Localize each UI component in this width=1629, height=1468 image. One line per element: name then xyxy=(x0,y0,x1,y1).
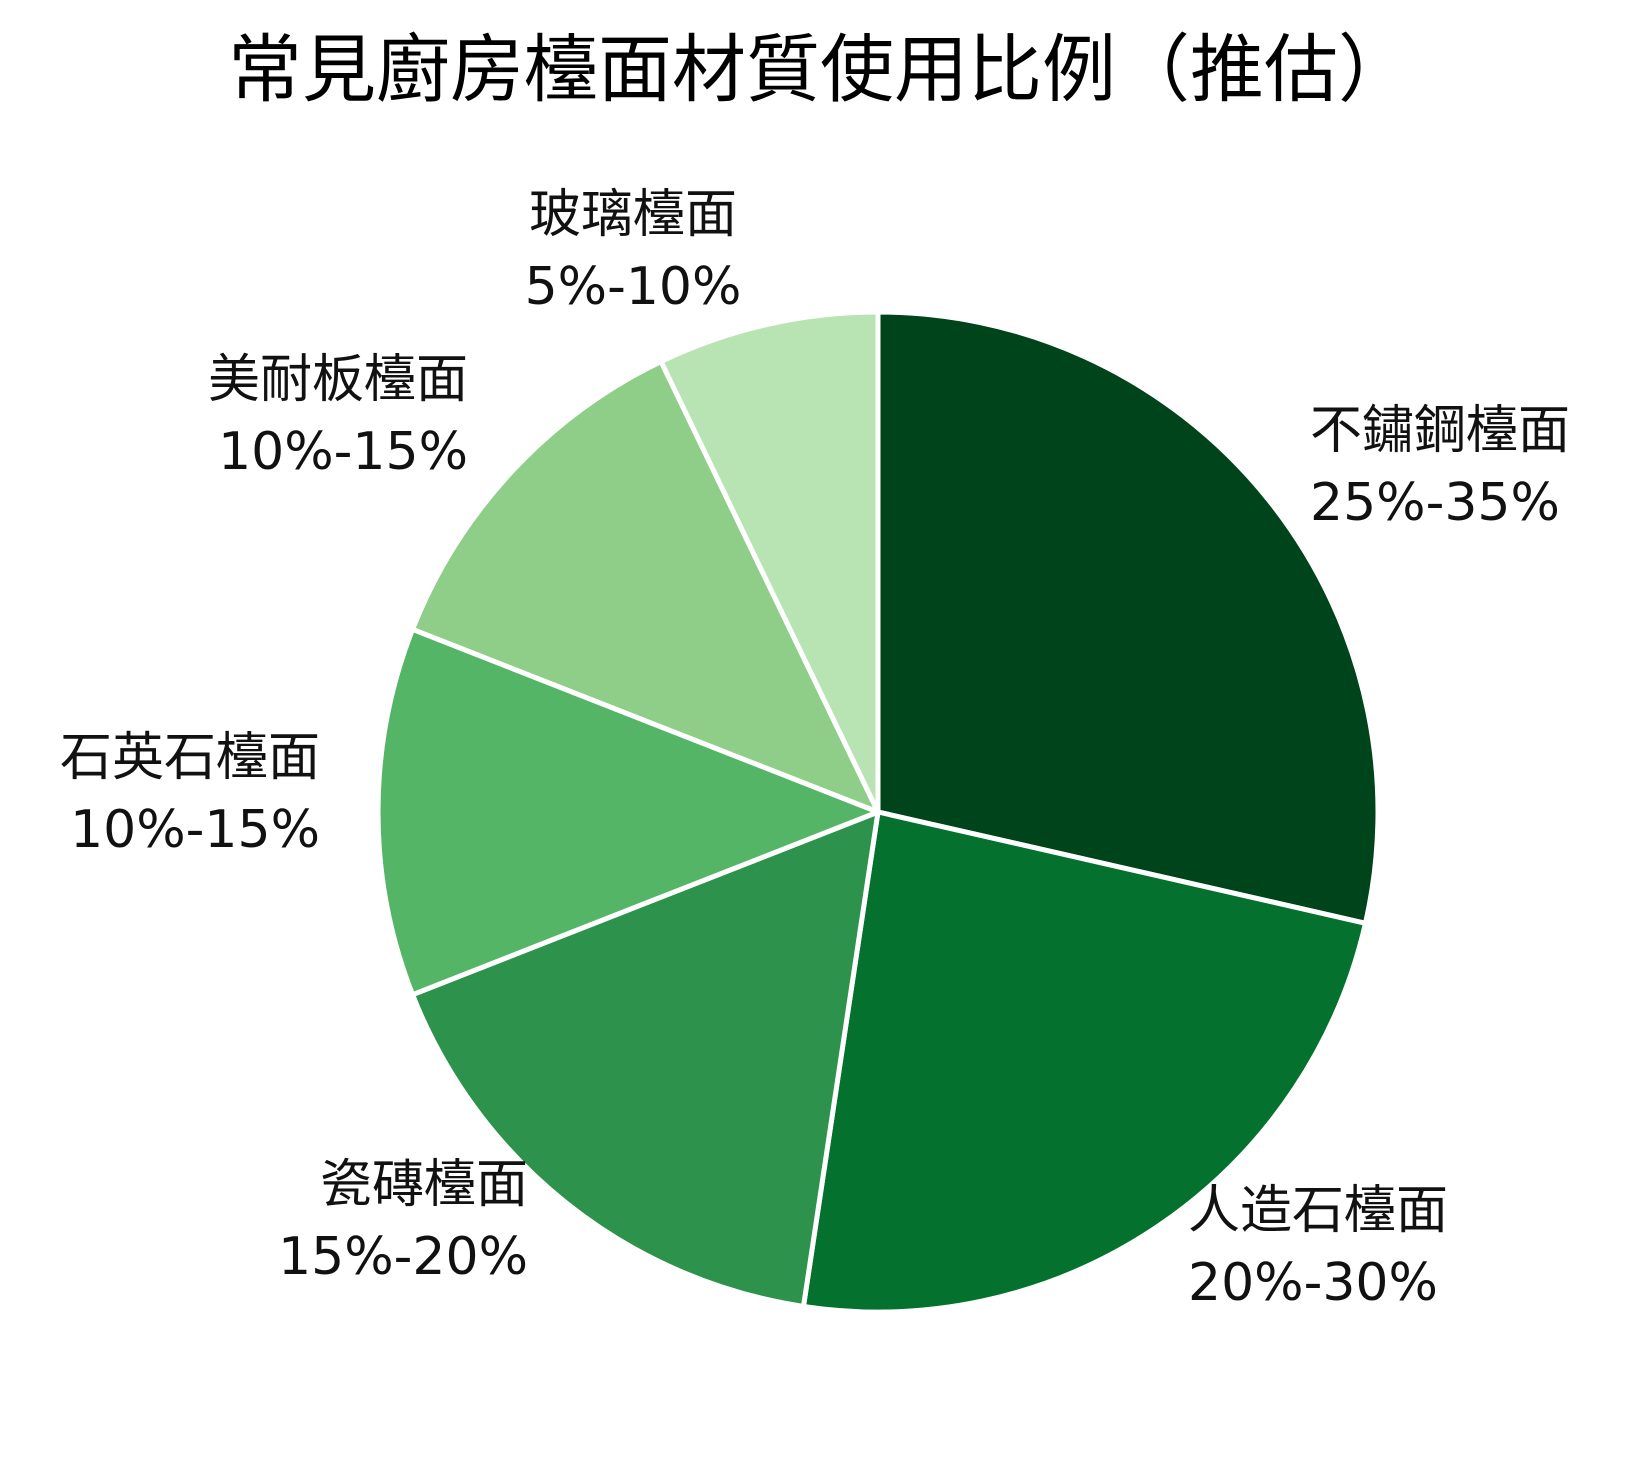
pie-slice-2 xyxy=(800,809,1368,1315)
pie-slice-6 xyxy=(658,309,881,815)
chart-title: 常見廚房檯面材質使用比例（推估） xyxy=(228,27,1412,113)
slice-label-2: 人造石檯面 xyxy=(1188,1181,1448,1241)
pie-slices xyxy=(375,309,1381,1315)
slice-label-5: 美耐板檯面 xyxy=(208,350,468,410)
slice-percent-label-5: 10%-15% xyxy=(218,422,468,482)
pie-labels: 不鏽鋼檯面 25%-35% 人造石檯面 20%-30% 瓷磚檯面 15%-20% 石英石檯面… xyxy=(60,185,1570,1313)
pie-slice-4 xyxy=(375,626,881,998)
slice-percent-label-1: 25%-35% xyxy=(1310,473,1560,533)
pie-slice-5 xyxy=(410,359,881,815)
slice-percent-label-6: 5%-10% xyxy=(525,257,742,317)
slice-label-3: 瓷磚檯面 xyxy=(320,1155,528,1215)
slice-label-4: 石英石檯面 xyxy=(60,728,320,788)
pie-slice-3 xyxy=(410,809,881,1309)
slice-label-1: 不鏽鋼檯面 xyxy=(1310,401,1570,461)
slice-percent-label-2: 20%-30% xyxy=(1188,1253,1438,1313)
slice-percent-label-3: 15%-20% xyxy=(278,1227,528,1287)
slice-percent-label-4: 10%-15% xyxy=(70,800,320,860)
pie-slice-1 xyxy=(875,309,1381,926)
slice-label-6: 玻璃檯面 xyxy=(529,185,737,245)
